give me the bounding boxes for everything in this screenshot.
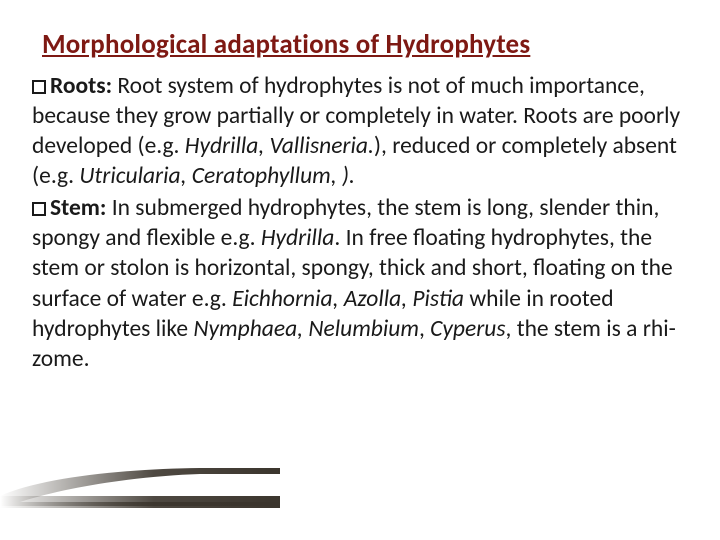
bullet-label: Stem: [50, 194, 106, 222]
italic-run: Utricularia, Ceratophyllum, ). [79, 162, 355, 190]
italic-run: Eichhornia, Azolla, Pistia [232, 285, 464, 313]
corner-decoration [0, 466, 280, 508]
body-text: Roots: Root system of hydrophytes is not… [32, 71, 690, 374]
italic-run: Hydrilla, Vallisneria. [185, 132, 374, 160]
bullet-paragraph: Roots: Root system of hydrophytes is not… [32, 71, 690, 191]
slide-title: Morphological adaptations of Hydrophytes [42, 28, 690, 61]
italic-run: Hydrilla [261, 224, 335, 252]
italic-run: Nymphaea, Nelumbium [193, 315, 419, 343]
text-run: , [419, 315, 430, 343]
bullet-paragraph: Stem: In submerged hydrophytes, the stem… [32, 193, 690, 373]
slide: Morphological adaptations of Hydrophytes… [0, 0, 720, 540]
italic-run: Cyperus [430, 315, 505, 343]
bullet-label: Roots: [50, 72, 112, 100]
bullet-box-icon [32, 80, 46, 94]
bullet-box-icon [32, 202, 46, 216]
